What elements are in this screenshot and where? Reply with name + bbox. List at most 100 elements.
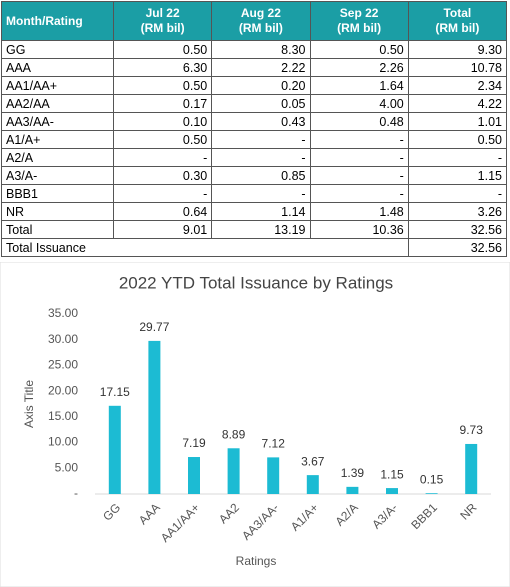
header-text: (RM bil) [238, 21, 283, 35]
value-cell: 0.64 [112, 202, 213, 221]
value-cell: 6.30 [112, 58, 213, 77]
rating-cell: GG [1, 40, 114, 59]
value-cell: 13.19 [211, 220, 311, 239]
value-cell: - [309, 148, 409, 167]
data-label: 0.15 [420, 472, 444, 486]
data-label: 8.89 [222, 427, 246, 441]
value-cell: 3.26 [407, 202, 508, 221]
header-text: (RM bil) [337, 21, 382, 35]
header-cell: Aug 22 (RM bil) [211, 1, 311, 41]
rating-cell: AA2/AA [1, 94, 114, 113]
x-axis-title: Ratings [236, 554, 277, 568]
bar [267, 457, 280, 494]
y-tick-label: 15.00 [48, 409, 78, 423]
bar [108, 405, 121, 494]
table-row: AA2/AA 0.17 0.05 4.00 4.22 [1, 94, 508, 113]
y-tick-label: 30.00 [48, 332, 78, 346]
rating-cell: A1/A+ [1, 130, 114, 149]
header-text: Total [443, 6, 472, 20]
value-cell: 2.26 [309, 58, 409, 77]
value-cell: 0.50 [112, 76, 213, 95]
value-cell: - [309, 166, 409, 185]
header-cell: Jul 22 (RM bil) [112, 1, 213, 41]
value-cell: 32.56 [407, 220, 508, 239]
value-cell: - [112, 148, 213, 167]
table-row: AAA 6.30 2.22 2.26 10.78 [1, 58, 508, 77]
rating-cell: AA1/AA+ [1, 76, 114, 95]
value-cell: 0.50 [309, 40, 409, 59]
header-text: Aug 22 [240, 6, 281, 20]
header-text: Jul 22 [145, 6, 180, 20]
table-row: A2/A - - - - [1, 148, 508, 167]
data-label: 7.12 [262, 437, 286, 451]
chart-frame [0, 262, 510, 587]
y-tick-label: 5.00 [55, 460, 79, 474]
y-tick-label: - [74, 486, 78, 500]
value-cell: - [309, 130, 409, 149]
rating-cell: A3/A- [1, 166, 114, 185]
table-row: AA1/AA+ 0.50 0.20 1.64 2.34 [1, 76, 508, 95]
header-row: Month/Rating Jul 22 (RM bil) Aug 22 (RM bil)… [1, 1, 508, 41]
value-cell: 0.85 [211, 166, 311, 185]
value-cell: 0.48 [309, 112, 409, 131]
value-cell: 0.10 [112, 112, 213, 131]
rating-cell: AA3/AA- [1, 112, 114, 131]
table-body: GG 0.50 8.30 0.50 9.30 AAA 6.30 2.22 2.26 10.78 AA… [1, 40, 508, 257]
chart-title: 2022 YTD Total Issuance by Ratings [119, 273, 393, 292]
value-cell: 10.78 [407, 58, 508, 77]
value-cell: 1.01 [407, 112, 508, 131]
value-cell: 0.50 [407, 130, 508, 149]
value-cell: - [309, 184, 409, 203]
value-cell: 1.14 [211, 202, 311, 221]
value-cell: 32.56 [407, 238, 508, 257]
value-cell: 1.64 [309, 76, 409, 95]
value-cell: 0.50 [112, 130, 213, 149]
header-cell: Total (RM bil) [407, 1, 508, 41]
y-tick-label: 20.00 [48, 383, 78, 397]
bar [425, 493, 438, 494]
y-tick-label: 25.00 [48, 358, 78, 372]
table-row: NR 0.64 1.14 1.48 3.26 [1, 202, 508, 221]
value-cell: - [211, 184, 311, 203]
data-label: 1.39 [341, 466, 365, 480]
value-cell: 0.30 [112, 166, 213, 185]
table-row: AA3/AA- 0.10 0.43 0.48 1.01 [1, 112, 508, 131]
value-cell: 10.36 [309, 220, 409, 239]
value-cell: 2.34 [407, 76, 508, 95]
header-text: Month/Rating [6, 13, 83, 28]
header-cell: Month/Rating [1, 1, 114, 41]
table-row: BBB1- - - - [1, 184, 508, 203]
value-cell: - [211, 148, 311, 167]
data-label: 7.19 [182, 436, 206, 450]
rating-cell: A2/A [1, 148, 114, 167]
value-cell: 2.22 [211, 58, 311, 77]
value-cell: 1.48 [309, 202, 409, 221]
bar [188, 457, 200, 494]
header-text: (RM bil) [140, 21, 185, 35]
value-cell: 4.22 [407, 94, 508, 113]
rating-cell: Total [1, 220, 114, 239]
bar [227, 448, 240, 494]
value-cell: 0.05 [211, 94, 311, 113]
value-cell: - [112, 184, 213, 203]
header-text: Sep 22 [339, 6, 379, 20]
value-cell: 0.50 [112, 40, 213, 59]
value-cell: 0.17 [112, 94, 213, 113]
bar [148, 340, 161, 494]
value-cell: - [211, 130, 311, 149]
data-label: 1.15 [380, 467, 404, 481]
value-cell: 9.30 [407, 40, 508, 59]
issuance-table: Month/Rating Jul 22 (RM bil) Aug 22 (RM bil)… [1, 1, 508, 257]
value-cell: - [407, 148, 508, 167]
value-cell: - [407, 184, 508, 203]
value-cell: 9.01 [112, 220, 213, 239]
table-row: GG 0.50 8.30 0.50 9.30 [1, 40, 508, 59]
rating-cell: AAA [1, 58, 114, 77]
rating-cell: Total Issuance [1, 238, 409, 257]
y-axis-title: Axis Title [22, 380, 36, 428]
value-cell: 0.43 [211, 112, 311, 131]
total-issuance-row: Total Issuance 32.56 [1, 238, 508, 257]
bar [465, 443, 478, 494]
chart: 2022 YTD Total Issuance by Ratings Axis … [0, 262, 510, 587]
